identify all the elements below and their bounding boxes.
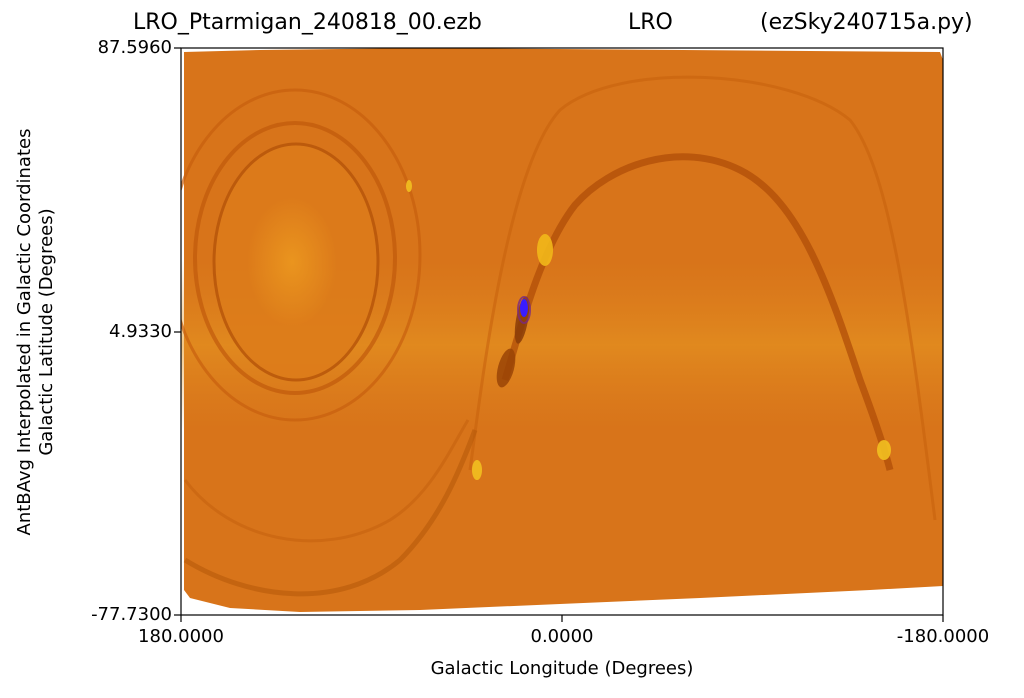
heatmap-field xyxy=(181,48,943,612)
x-tick-label-right: -180.0000 xyxy=(896,626,990,647)
chart-title-script: (ezSky240715a.py) xyxy=(760,10,973,35)
chart-title-filename: LRO_Ptarmigan_240818_00.ezb xyxy=(133,10,482,35)
x-axis-label: Galactic Longitude (Degrees) xyxy=(430,658,694,679)
heatmap-hotspot xyxy=(877,440,891,460)
axis-ticks xyxy=(174,47,944,622)
heatmap-hotspot xyxy=(472,460,482,480)
heatmap-lower-swoop xyxy=(183,429,478,597)
heatmap-minimum-halo xyxy=(517,296,531,324)
heatmap-hotspot xyxy=(537,234,553,266)
x-tick-label-center: 0.0000 xyxy=(530,626,594,647)
heatmap-lower-swoop-2 xyxy=(183,419,470,543)
y-tick-label-top: 87.5960 xyxy=(97,37,172,58)
heatmap-minimum-spot xyxy=(520,299,528,317)
y-tick-label-bottom: -77.7300 xyxy=(91,604,172,625)
y-axis-label-line1: AntBAvg Interpolated in Galactic Coordin… xyxy=(14,128,35,536)
y-axis-label-line2: Galactic Latitude (Degrees) xyxy=(36,208,57,456)
x-tick-label-left: 180.0000 xyxy=(138,626,224,647)
y-tick-label-mid: 4.9330 xyxy=(109,321,172,342)
chart-title-station: LRO xyxy=(628,10,673,35)
heatmap-plane-arc-outer xyxy=(468,75,937,521)
heatmap-left-loop-mid xyxy=(193,121,397,395)
heatmap-hotspot xyxy=(406,180,412,192)
heatmap-left-loop-outer xyxy=(181,88,422,422)
heatmap-left-loop-core xyxy=(247,197,337,327)
heatmap-dark-spot xyxy=(496,348,516,388)
